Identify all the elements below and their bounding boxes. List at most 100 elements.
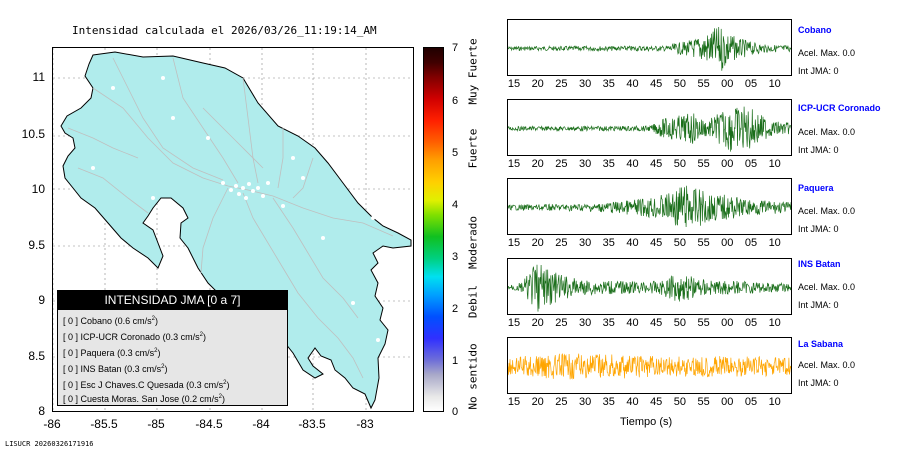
time-tick-label: 00 xyxy=(721,237,734,249)
time-tick-label: 05 xyxy=(744,317,758,329)
time-tick-label: 20 xyxy=(531,78,544,90)
waveform-trace xyxy=(508,264,791,312)
station-int: Int JMA: 0 xyxy=(798,66,839,76)
legend-station: ICP-UCR Coronado xyxy=(80,332,161,342)
legend-level: [ 0 ] xyxy=(63,316,79,326)
colorbar-number: 5 xyxy=(452,147,459,159)
station-name: Paquera xyxy=(798,183,834,193)
waveform-trace xyxy=(508,106,791,152)
time-tick-label: 40 xyxy=(626,237,639,249)
legend-close: ) xyxy=(226,380,230,390)
time-tick-label: 05 xyxy=(744,396,758,408)
station-int: Int JMA: 0 xyxy=(798,224,839,234)
time-tick-label: 00 xyxy=(721,317,734,329)
legend-row: [ 0 ] Esc J Chaves.C Quesada (0.3 cm/s2) xyxy=(63,380,229,390)
time-tick-label: 45 xyxy=(650,396,663,408)
time-tick-label: 30 xyxy=(578,396,592,408)
time-tick-label: 40 xyxy=(626,78,639,90)
time-tick-label: 35 xyxy=(602,396,615,408)
time-tick-label: 35 xyxy=(602,158,615,170)
time-tick-label: 10 xyxy=(768,237,781,249)
time-tick-label: 45 xyxy=(650,78,663,90)
lon-label: -83 xyxy=(356,417,374,431)
time-tick-label: 40 xyxy=(626,396,639,408)
time-tick-label: 10 xyxy=(768,158,781,170)
waveform xyxy=(508,264,791,312)
lon-label: -85.5 xyxy=(90,417,118,431)
legend-close: ) xyxy=(221,394,225,404)
time-tick-label: 30 xyxy=(578,158,592,170)
time-tick-label: 25 xyxy=(555,237,568,249)
legend-exp: 2 xyxy=(199,332,203,338)
lon-label: -83.5 xyxy=(298,417,326,431)
colorbar-word: Fuerte xyxy=(466,128,480,169)
waveform xyxy=(508,185,791,228)
time-tick-label: 35 xyxy=(602,78,615,90)
legend-station: Esc J Chaves.C Quesada xyxy=(80,380,184,390)
intensity-legend: INTENSIDAD JMA [0 a 7] [ 0 ] Cobano (0.6… xyxy=(57,290,288,406)
station-acel: Acel. Max. 0.0 xyxy=(798,127,856,137)
time-tick-label: 15 xyxy=(507,317,521,329)
lon-label: -86 xyxy=(43,417,61,431)
time-tick-label: 30 xyxy=(578,317,592,329)
legend-value: (0.3 cm/s xyxy=(186,380,224,390)
time-tick-label: 50 xyxy=(673,158,687,170)
waveform xyxy=(508,353,791,380)
station-acel: Acel. Max. 0.0 xyxy=(798,206,856,216)
time-tick-label: 35 xyxy=(602,317,615,329)
time-tick-label: 30 xyxy=(578,78,592,90)
legend-row: [ 0 ] Paquera (0.3 cm/s2) xyxy=(63,348,160,358)
colorbar-number: 7 xyxy=(452,42,459,54)
legend-level: [ 0 ] xyxy=(63,380,79,390)
legend-close: ) xyxy=(154,316,158,326)
time-tick-label: 35 xyxy=(602,237,615,249)
legend-level: [ 0 ] xyxy=(63,348,79,358)
time-tick-label: 50 xyxy=(673,237,687,249)
lat-label: 10.5 xyxy=(21,127,45,141)
time-tick-label: 00 xyxy=(721,78,734,90)
legend-close: ) xyxy=(202,332,206,342)
time-tick-label: 15 xyxy=(507,78,521,90)
station-name: INS Batan xyxy=(798,259,841,269)
legend-close: ) xyxy=(157,348,161,358)
waveform xyxy=(508,106,791,152)
time-tick-label: 25 xyxy=(555,78,568,90)
time-tick-label: 15 xyxy=(507,396,521,408)
time-tick-label: 30 xyxy=(578,237,592,249)
legend-row: [ 0 ] Cuesta Moras. San Jose (0.2 cm/s2) xyxy=(63,394,225,404)
time-tick-label: 45 xyxy=(650,158,663,170)
legend-exp: 2 xyxy=(161,364,165,370)
legend-row: [ 0 ] INS Batan (0.3 cm/s2) xyxy=(63,364,167,374)
legend-station: Cobano xyxy=(80,316,113,326)
legend-title: INTENSIDAD JMA [0 a 7] xyxy=(58,291,287,310)
time-tick-label: 20 xyxy=(531,158,544,170)
station-name: ICP-UCR Coronado xyxy=(798,103,881,113)
time-tick-label: 25 xyxy=(555,317,568,329)
x-axis-title: Tiempo (s) xyxy=(620,416,673,428)
colorbar-number: 3 xyxy=(452,251,459,263)
trace-panel xyxy=(507,178,792,235)
time-tick-label: 05 xyxy=(744,78,758,90)
time-tick-label: 10 xyxy=(768,78,781,90)
time-tick-label: 45 xyxy=(650,237,663,249)
legend-station: Paquera xyxy=(80,348,115,358)
station-int: Int JMA: 0 xyxy=(798,300,839,310)
lat-label: 11 xyxy=(32,70,45,84)
legend-exp: 2 xyxy=(223,380,227,386)
time-tick-label: 00 xyxy=(721,158,734,170)
legend-exp: 2 xyxy=(218,394,222,400)
legend-station: Cuesta Moras. San Jose xyxy=(80,394,180,404)
legend-row: [ 0 ] Cobano (0.6 cm/s2) xyxy=(63,316,158,326)
time-tick-label: 15 xyxy=(507,158,521,170)
time-tick-label: 50 xyxy=(673,78,687,90)
legend-exp: 2 xyxy=(151,316,155,322)
station-acel: Acel. Max. 0.0 xyxy=(798,360,856,370)
colorbar-word: No sentido xyxy=(466,343,480,410)
station-acel: Acel. Max. 0.0 xyxy=(798,48,856,58)
legend-value: (0.3 cm/s xyxy=(117,348,155,358)
time-tick-label: 20 xyxy=(531,317,544,329)
lat-label: 10 xyxy=(31,182,45,196)
colorbar-number: 4 xyxy=(452,199,459,211)
waveform-trace xyxy=(508,185,791,228)
